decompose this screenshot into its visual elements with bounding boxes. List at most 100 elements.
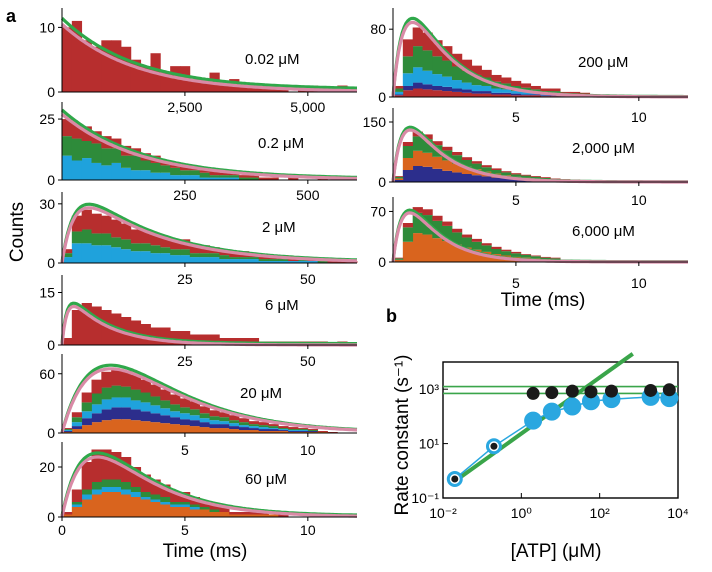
histogram-bar [471, 175, 482, 182]
histogram-bar [288, 430, 299, 432]
histogram-bar [402, 90, 414, 97]
histogram-bar [481, 93, 492, 97]
histogram-bar [248, 428, 260, 431]
y-tick-label: 0 [47, 337, 55, 353]
histogram-bar [180, 507, 191, 517]
histogram-bar [422, 50, 433, 71]
histogram-panel: 0 60 5 10 20 μM [39, 354, 358, 458]
histogram-bar [501, 249, 512, 252]
histogram-bar [239, 85, 250, 92]
histogram-bar [101, 492, 112, 517]
histogram-bar [239, 425, 250, 428]
histogram-bar [189, 245, 201, 254]
histogram-bar [393, 95, 404, 97]
x-tick-label: 10⁰ [511, 505, 533, 521]
histogram-bar [150, 384, 161, 397]
histogram-bar [481, 85, 492, 92]
fit-curve-pink [60, 112, 358, 181]
histogram-bar [81, 229, 92, 244]
histogram-bar [229, 423, 240, 427]
histogram-bar [170, 404, 181, 412]
histogram-bar [62, 514, 73, 517]
histogram-bar [422, 139, 433, 153]
histogram-bar [111, 487, 122, 492]
histogram-bar [62, 249, 73, 254]
histogram-bar [278, 430, 289, 432]
blue-point [563, 397, 582, 416]
histogram-bar [130, 374, 142, 390]
histogram-bar [62, 428, 73, 430]
histogram-bar [471, 91, 482, 94]
histogram-bar [170, 424, 181, 433]
histogram-bar [248, 175, 260, 178]
histogram-bar [511, 253, 522, 257]
histogram-bar [471, 238, 482, 242]
histogram-bar [432, 85, 443, 91]
histogram-bar [189, 334, 201, 345]
histogram-bar [101, 387, 112, 400]
histogram-bar [540, 257, 551, 260]
histogram-bar [452, 155, 463, 164]
y-tick-label: 10³ [419, 381, 440, 397]
histogram-bar [402, 241, 414, 262]
histogram-bar [71, 123, 83, 139]
histogram-bar [170, 502, 181, 505]
histogram-bar [540, 256, 551, 258]
histogram-bar [219, 172, 230, 176]
histogram-bar [393, 91, 404, 95]
histogram-bar [130, 467, 142, 487]
histogram-bar [530, 94, 541, 96]
histogram-bar [62, 430, 73, 432]
histogram-bar [81, 209, 92, 230]
histogram-bar [199, 79, 210, 92]
histogram-bar [278, 259, 289, 262]
histogram-bar [189, 415, 201, 421]
fit-curve-pink [60, 206, 357, 264]
histogram-bar [170, 255, 181, 263]
histogram-bar [511, 173, 522, 175]
concentration-label: 0.2 μM [258, 135, 304, 152]
histogram-bar [412, 207, 423, 213]
histogram-bar [442, 225, 453, 242]
fit-curve-pink [60, 367, 358, 434]
histogram-bar [150, 162, 161, 173]
histogram-bar [62, 119, 73, 137]
histogram-bar [491, 74, 502, 82]
x-tick-label: 500 [296, 187, 320, 203]
histogram-bar [121, 419, 132, 433]
histogram-bar [239, 259, 250, 263]
histogram-bar [209, 428, 220, 433]
histogram-bar [180, 175, 191, 181]
histogram-bar [189, 420, 201, 427]
a-right-x-axis-label: Time (ms) [501, 290, 586, 311]
histogram-bar [422, 209, 433, 216]
histogram-bar [189, 401, 201, 410]
fit-curve-pink [60, 455, 357, 518]
histogram-bar [219, 507, 230, 512]
histogram-bar [432, 220, 443, 239]
histogram-bar [481, 69, 492, 78]
histogram-bar [71, 426, 83, 430]
histogram-bar [520, 95, 532, 97]
histogram-bar [180, 425, 191, 433]
histogram-bar [471, 93, 482, 97]
histogram-bar [62, 431, 73, 433]
histogram-bar [248, 424, 260, 427]
x-tick-label: 5 [512, 109, 520, 125]
histogram-bar [140, 170, 151, 180]
histogram-bar [288, 431, 299, 433]
y-tick-label: 70 [370, 203, 386, 219]
histogram-bar [452, 172, 463, 182]
histogram-bar [481, 245, 492, 252]
histogram-bar [91, 162, 102, 180]
histogram-bar [511, 95, 522, 97]
histogram-bar [288, 429, 299, 431]
x-tick-label: 10⁻² [429, 505, 457, 521]
histogram-bar [471, 65, 482, 75]
histogram-bar [501, 94, 512, 97]
histogram-panel: 0 150 5 10 2,000 μM [363, 108, 688, 208]
histogram-bar [130, 229, 142, 244]
histogram-bar [189, 170, 201, 176]
histogram-bar [520, 254, 532, 258]
histogram-bar [432, 215, 443, 221]
